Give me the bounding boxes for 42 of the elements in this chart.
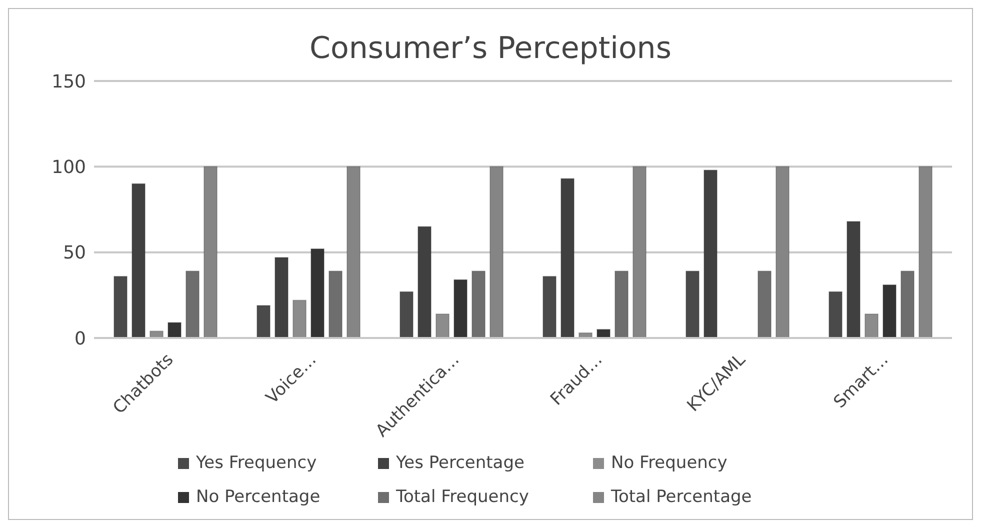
y-tick-label: 150: [52, 71, 86, 92]
bar: [704, 170, 718, 338]
bar: [418, 226, 432, 338]
bar: [310, 248, 325, 338]
bar: [882, 284, 897, 338]
bar: [632, 166, 647, 338]
bar: [274, 256, 289, 338]
bar: [542, 276, 557, 338]
bar: [400, 291, 414, 338]
bar: [204, 166, 218, 338]
bar: [292, 300, 307, 338]
bar: [758, 270, 772, 338]
legend-label: Yes Percentage: [396, 453, 524, 473]
bar: [114, 276, 128, 338]
bar: [828, 291, 843, 338]
bar: [436, 314, 450, 338]
bar: [846, 220, 861, 338]
bar: [328, 270, 343, 338]
bar: [454, 279, 468, 338]
y-tick-label: 50: [63, 242, 86, 264]
bar: [776, 166, 790, 338]
legend-label: Total Frequency: [396, 487, 529, 507]
bar: [686, 270, 700, 338]
chart-title: Consumer’s Perceptions: [308, 30, 672, 68]
legend-label: No Frequency: [611, 453, 728, 473]
bar: [472, 270, 486, 338]
bar: [614, 270, 629, 338]
legend-label: Total Percentage: [611, 487, 752, 507]
bar: [168, 322, 182, 338]
bar: [900, 270, 915, 338]
bar: [918, 166, 933, 338]
bar: [186, 270, 200, 338]
legend-label: No Percentage: [196, 487, 320, 507]
legend-label: Yes Frequency: [196, 453, 317, 473]
bar: [132, 183, 146, 338]
y-tick-label: 100: [52, 157, 86, 178]
y-tick-label: 0: [74, 328, 86, 350]
bar: [256, 304, 271, 338]
bar: [560, 178, 575, 338]
bar: [346, 166, 361, 338]
bar: [490, 166, 504, 338]
bar: [864, 314, 879, 338]
